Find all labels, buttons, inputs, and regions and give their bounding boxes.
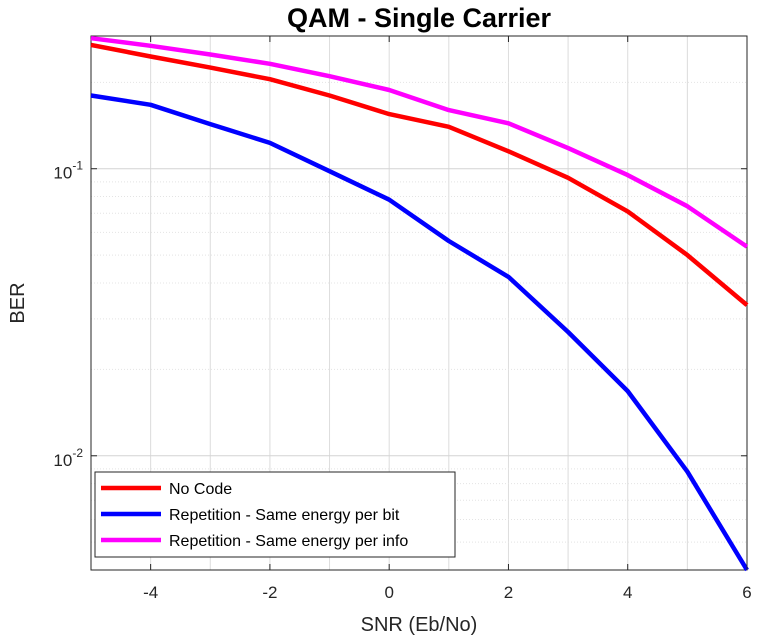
- chart-title: QAM - Single Carrier: [287, 3, 552, 33]
- y-axis-label: BER: [7, 282, 29, 323]
- legend: No Code Repetition - Same energy per bit R…: [94, 471, 456, 558]
- legend-entries: No Code Repetition - Same energy per bit R…: [101, 481, 408, 550]
- x-tick-label: 4: [623, 583, 632, 602]
- series-line-2: [90, 93, 749, 572]
- series-lines: [90, 35, 749, 572]
- x-tick-label: -4: [143, 583, 158, 602]
- series-line-1: [90, 42, 749, 307]
- axis-ticks: -4 -2 0 2 4 6 10-2 10-1: [53, 36, 752, 602]
- legend-label-1: No Code: [169, 481, 232, 498]
- legend-label-2: Repetition - Same energy per bit: [169, 507, 400, 524]
- x-axis-label: SNR (Eb/No): [361, 614, 478, 636]
- y-tick-label: 10-1: [53, 159, 83, 183]
- series-line-3: [90, 35, 749, 249]
- x-tick-label: -2: [262, 583, 277, 602]
- x-tick-label: 2: [504, 583, 513, 602]
- x-tick-label: 0: [384, 583, 393, 602]
- x-tick-label: 6: [742, 583, 751, 602]
- y-tick-label: 10-2: [53, 446, 83, 470]
- legend-label-3: Repetition - Same energy per info: [169, 533, 408, 550]
